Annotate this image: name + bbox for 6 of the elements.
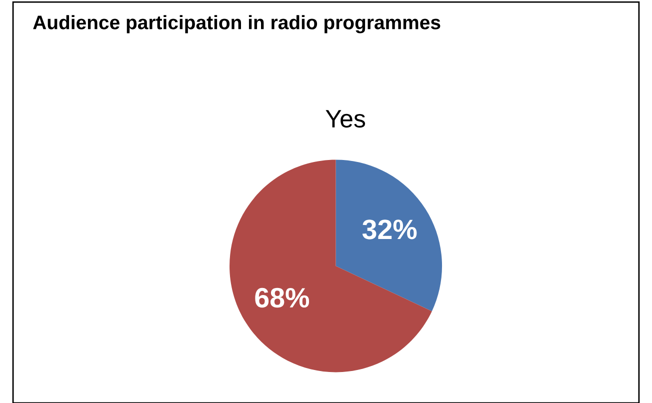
pie-slice bbox=[336, 160, 442, 312]
data-label: 68% bbox=[255, 288, 310, 308]
data-label: 32% bbox=[362, 220, 417, 240]
chart-title: Audience participation in radio programmes bbox=[33, 15, 440, 34]
pie-slice bbox=[230, 160, 432, 372]
chart-subtitle: Yes bbox=[326, 110, 366, 128]
